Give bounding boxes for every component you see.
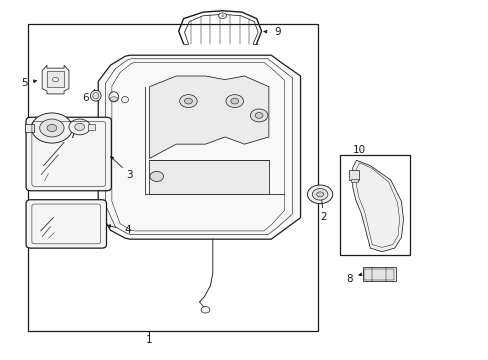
Text: 6: 6 <box>82 93 89 103</box>
Bar <box>339 155 409 255</box>
Ellipse shape <box>93 93 99 99</box>
Text: 4: 4 <box>124 225 130 235</box>
Circle shape <box>230 98 238 104</box>
Circle shape <box>250 109 267 122</box>
Circle shape <box>218 13 226 19</box>
Circle shape <box>53 77 59 82</box>
Bar <box>25 124 34 132</box>
Bar <box>350 179 357 182</box>
Bar <box>88 124 95 130</box>
Text: 2: 2 <box>320 212 326 221</box>
Bar <box>362 267 395 281</box>
Polygon shape <box>149 160 268 194</box>
Bar <box>348 170 358 180</box>
Ellipse shape <box>110 97 118 101</box>
Ellipse shape <box>122 96 128 103</box>
Circle shape <box>179 95 197 108</box>
Bar <box>364 269 393 280</box>
Ellipse shape <box>109 92 119 102</box>
Text: 10: 10 <box>352 144 365 154</box>
Text: 8: 8 <box>346 274 352 284</box>
Polygon shape <box>149 76 268 158</box>
Circle shape <box>69 119 90 135</box>
Circle shape <box>201 307 209 313</box>
Circle shape <box>47 125 57 132</box>
Circle shape <box>40 119 64 137</box>
Text: 5: 5 <box>21 78 27 88</box>
Circle shape <box>150 171 163 181</box>
Polygon shape <box>352 160 403 252</box>
Circle shape <box>307 185 332 204</box>
Circle shape <box>184 98 192 104</box>
Text: 9: 9 <box>274 27 281 37</box>
Circle shape <box>225 95 243 108</box>
Text: 7: 7 <box>69 130 76 140</box>
Bar <box>27 24 317 330</box>
FancyBboxPatch shape <box>26 200 106 248</box>
FancyBboxPatch shape <box>26 117 111 191</box>
Circle shape <box>31 113 72 143</box>
Text: 3: 3 <box>126 170 133 180</box>
Text: 1: 1 <box>146 335 152 345</box>
Circle shape <box>255 113 263 118</box>
Circle shape <box>75 123 84 131</box>
Polygon shape <box>42 65 69 94</box>
Circle shape <box>316 192 323 197</box>
Bar <box>47 71 64 87</box>
Polygon shape <box>98 55 300 239</box>
Ellipse shape <box>90 90 101 101</box>
Circle shape <box>312 189 327 200</box>
